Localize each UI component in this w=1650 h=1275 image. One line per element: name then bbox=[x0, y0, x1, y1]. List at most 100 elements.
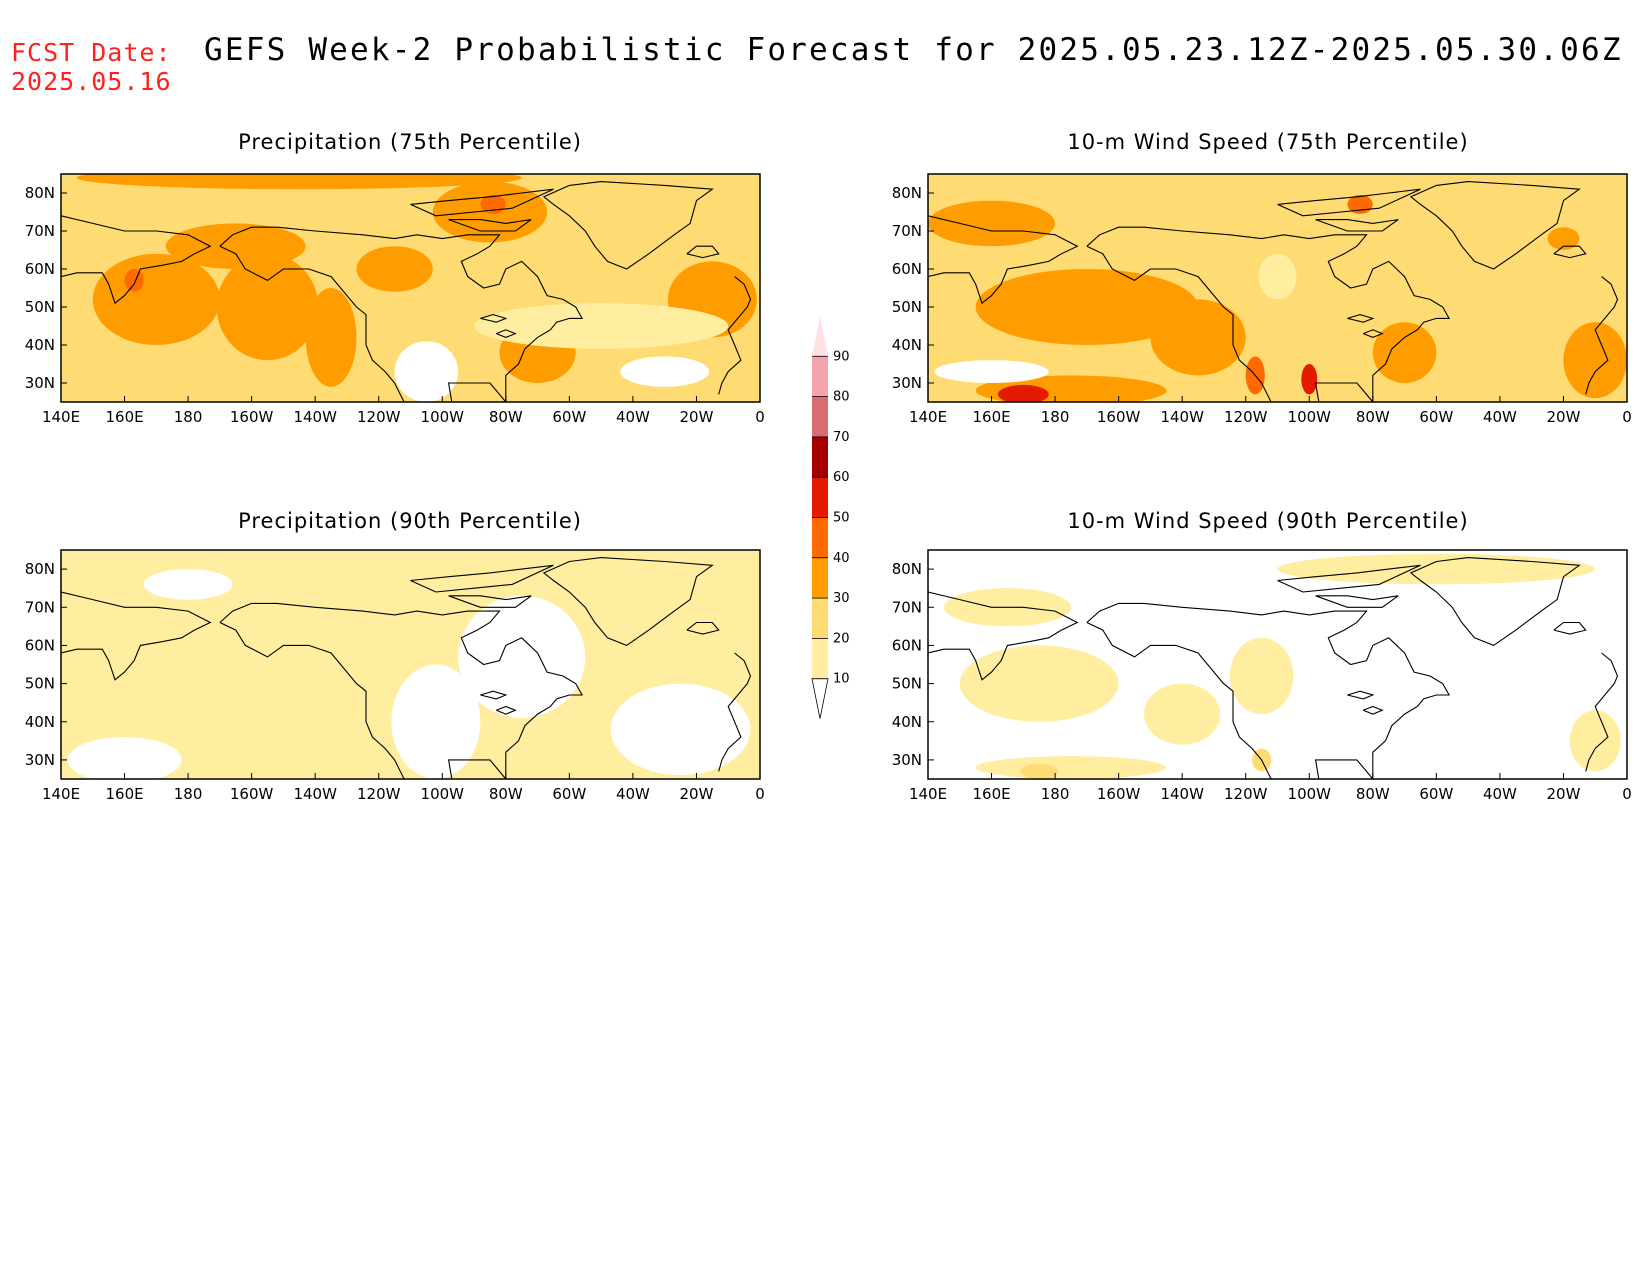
x-tick-label: 160E bbox=[105, 785, 143, 803]
probability-region bbox=[391, 664, 481, 779]
x-tick-label: 80W bbox=[1356, 785, 1390, 803]
x-tick-label: 140E bbox=[909, 785, 947, 803]
x-tick-label: 60W bbox=[1419, 408, 1453, 426]
x-tick-label: 120W bbox=[1224, 408, 1268, 426]
colorbar-tick-label: 90 bbox=[833, 349, 850, 364]
fcst-date-value: 2025.05.16 bbox=[11, 67, 172, 96]
coastline bbox=[1409, 181, 1581, 270]
probability-region bbox=[1547, 227, 1580, 251]
coastline bbox=[1553, 621, 1587, 635]
y-tick-label: 50N bbox=[25, 298, 55, 316]
colorbar-tick-label: 80 bbox=[833, 390, 850, 405]
y-tick-label: 70N bbox=[892, 222, 922, 240]
x-tick-label: 100W bbox=[1288, 408, 1332, 426]
x-tick-label: 80W bbox=[1356, 408, 1390, 426]
colorbar-swatch bbox=[812, 638, 828, 679]
x-tick-label: 140E bbox=[909, 408, 947, 426]
x-tick-label: 20W bbox=[1546, 785, 1580, 803]
x-tick-label: 140E bbox=[42, 785, 80, 803]
x-tick-label: 20W bbox=[679, 785, 713, 803]
x-tick-label: 180 bbox=[174, 785, 203, 803]
x-tick-label: 100W bbox=[1288, 785, 1332, 803]
probability-region bbox=[975, 756, 1167, 779]
probability-region bbox=[305, 288, 357, 387]
panel-title-wind-90: 10-m Wind Speed (90th Percentile) bbox=[1067, 509, 1469, 533]
y-tick-label: 50N bbox=[892, 298, 922, 316]
colorbar-tick-label: 10 bbox=[833, 672, 850, 687]
x-tick-label: 0 bbox=[755, 408, 765, 426]
coastline bbox=[410, 188, 554, 217]
panel-title-precip-75: Precipitation (75th Percentile) bbox=[238, 130, 582, 154]
probability-region bbox=[474, 303, 729, 349]
probability-region bbox=[997, 384, 1049, 402]
colorbar-tick-label: 30 bbox=[833, 591, 850, 606]
probability-field bbox=[928, 174, 1627, 402]
coastline bbox=[1315, 595, 1399, 608]
y-tick-label: 50N bbox=[25, 675, 55, 693]
y-tick-label: 70N bbox=[892, 598, 922, 616]
x-tick-label: 160E bbox=[972, 785, 1010, 803]
x-tick-label: 0 bbox=[755, 785, 765, 803]
coastlines bbox=[61, 557, 752, 779]
probability-region bbox=[620, 356, 710, 387]
probability-region bbox=[1301, 364, 1318, 395]
coastline bbox=[480, 690, 508, 700]
x-tick-label: 40W bbox=[1483, 785, 1517, 803]
y-tick-label: 80N bbox=[892, 560, 922, 578]
probability-region bbox=[356, 246, 433, 292]
coastline bbox=[1585, 652, 1619, 772]
colorbar-tick-label: 60 bbox=[833, 470, 850, 485]
probability-region bbox=[1569, 710, 1621, 772]
probability-region bbox=[165, 223, 306, 269]
y-tick-label: 70N bbox=[25, 598, 55, 616]
coastline bbox=[219, 622, 405, 779]
coastline bbox=[1363, 705, 1384, 715]
probability-region bbox=[76, 174, 522, 190]
coastline bbox=[61, 215, 212, 305]
colorbar-under-arrow bbox=[811, 678, 829, 719]
y-tick-label: 60N bbox=[25, 260, 55, 278]
probability-region bbox=[934, 360, 1049, 383]
coastline bbox=[1086, 622, 1272, 779]
y-tick-label: 60N bbox=[25, 636, 55, 654]
x-tick-label: 80W bbox=[489, 408, 523, 426]
probability-region bbox=[1150, 299, 1246, 376]
coastline bbox=[496, 329, 517, 338]
map-panel-wind-75: 140E 160E 180 160W 140W 120W 100W 80W 60W 40W 20W 0… bbox=[892, 173, 1632, 426]
y-tick-label: 50N bbox=[892, 675, 922, 693]
coastline bbox=[686, 245, 720, 259]
coastline bbox=[480, 314, 508, 323]
probability-field bbox=[61, 550, 760, 779]
probability-region bbox=[959, 645, 1119, 722]
coastline bbox=[1585, 276, 1619, 395]
coastline bbox=[542, 557, 714, 647]
colorbar-tick-label: 40 bbox=[833, 551, 850, 566]
colorbar-tick-label: 50 bbox=[833, 511, 850, 526]
y-tick-label: 80N bbox=[25, 184, 55, 202]
x-tick-label: 40W bbox=[616, 408, 650, 426]
coastlines bbox=[928, 557, 1619, 779]
y-tick-label: 60N bbox=[892, 636, 922, 654]
colorbar-swatch bbox=[812, 396, 828, 437]
y-tick-label: 70N bbox=[25, 222, 55, 240]
x-tick-label: 100W bbox=[421, 408, 465, 426]
map-panel-precip-90: 140E 160E 180 160W 140W 120W 100W 80W 60W 40W 20W 0… bbox=[25, 549, 765, 803]
coastline bbox=[460, 610, 584, 779]
coastline bbox=[447, 382, 507, 402]
x-tick-label: 140W bbox=[293, 785, 337, 803]
coastline bbox=[447, 759, 507, 779]
x-tick-label: 0 bbox=[1622, 785, 1632, 803]
coastline bbox=[448, 595, 532, 608]
y-tick-label: 30N bbox=[25, 374, 55, 392]
probability-region bbox=[143, 569, 233, 600]
coastline bbox=[219, 602, 481, 623]
coastline bbox=[410, 564, 554, 593]
coastline bbox=[1277, 188, 1421, 217]
coastline bbox=[1314, 382, 1374, 402]
coastline bbox=[718, 276, 752, 395]
x-tick-label: 0 bbox=[1622, 408, 1632, 426]
coastline bbox=[1347, 314, 1375, 323]
coastline bbox=[542, 181, 714, 270]
probability-region bbox=[610, 683, 751, 776]
panel-title-precip-90: Precipitation (90th Percentile) bbox=[238, 509, 582, 533]
